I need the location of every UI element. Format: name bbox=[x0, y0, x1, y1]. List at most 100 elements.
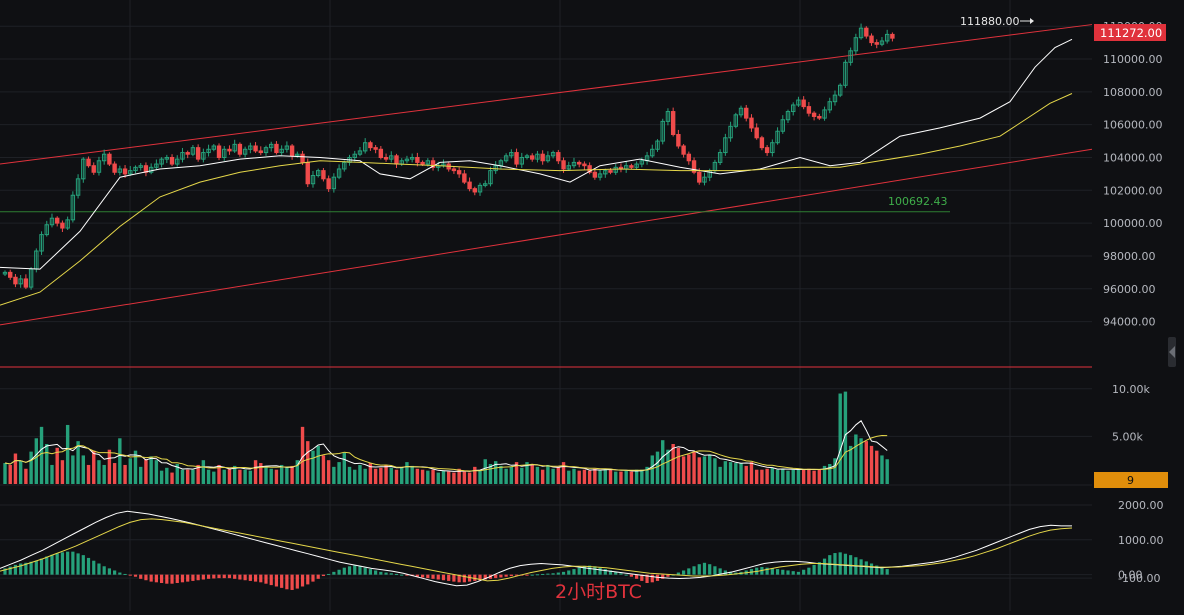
macd-bar bbox=[144, 574, 148, 581]
macd-bar bbox=[191, 574, 195, 581]
volume-bar bbox=[687, 454, 691, 484]
candle-body bbox=[70, 194, 76, 221]
candle-body bbox=[519, 156, 524, 165]
candle-body bbox=[811, 112, 817, 117]
candle-body bbox=[822, 109, 827, 119]
volume-bar bbox=[358, 464, 362, 484]
macd-bar bbox=[880, 567, 884, 575]
macd-bar bbox=[546, 573, 550, 575]
price-tick-label: 96000.00 bbox=[1103, 283, 1156, 296]
macd-bar bbox=[337, 569, 341, 575]
candle-body bbox=[117, 168, 123, 173]
price-tick-label: 110000.00 bbox=[1103, 53, 1163, 66]
candle-body bbox=[681, 145, 686, 155]
macd-bar bbox=[828, 555, 832, 575]
volume-bar bbox=[838, 393, 842, 484]
candle-body bbox=[493, 165, 498, 172]
macd-bar bbox=[327, 573, 331, 575]
volume-bar bbox=[619, 471, 623, 484]
macd-bar bbox=[196, 574, 200, 581]
candle-body bbox=[676, 134, 681, 147]
macd-bar bbox=[259, 574, 263, 583]
macd-bar bbox=[180, 574, 185, 583]
candle-body bbox=[39, 234, 44, 252]
volume-bar bbox=[186, 469, 190, 484]
candle-body bbox=[749, 117, 754, 129]
macd-bar bbox=[541, 573, 545, 575]
macd-bar bbox=[478, 574, 482, 581]
macd-bar bbox=[812, 564, 816, 575]
volume-bar bbox=[869, 445, 874, 484]
macd-bar bbox=[713, 566, 717, 575]
volume-bar bbox=[81, 455, 85, 484]
macd-bar bbox=[347, 566, 352, 575]
volume-bar bbox=[681, 456, 686, 484]
collapse-arrow-icon[interactable] bbox=[1169, 346, 1175, 358]
macd-bar bbox=[447, 574, 451, 581]
candle-body bbox=[686, 153, 692, 162]
volume-bar bbox=[447, 471, 451, 484]
volume-bar bbox=[426, 470, 430, 484]
macd-bar bbox=[875, 565, 879, 575]
macd-bar bbox=[45, 556, 49, 575]
candle-body bbox=[655, 140, 660, 150]
macd-bar bbox=[306, 574, 310, 585]
candle-body bbox=[796, 99, 801, 106]
volume-bar bbox=[848, 445, 853, 484]
volume-bar bbox=[326, 460, 331, 484]
volume-bar bbox=[290, 465, 294, 484]
volume-bar bbox=[8, 464, 12, 484]
candle-body bbox=[175, 158, 180, 165]
candle-body bbox=[514, 152, 519, 165]
volume-bar bbox=[264, 466, 268, 484]
candle-body bbox=[566, 165, 571, 170]
macd-bar bbox=[332, 571, 336, 575]
candle-body bbox=[300, 153, 305, 163]
volume-bar bbox=[514, 462, 519, 484]
volume-bar bbox=[603, 468, 607, 484]
volume-bar bbox=[504, 468, 508, 484]
macd-bar bbox=[160, 574, 164, 584]
macd-bar bbox=[97, 563, 101, 575]
volume-bar bbox=[55, 447, 59, 484]
candle-body bbox=[23, 278, 29, 288]
volume-bar bbox=[285, 466, 289, 484]
price-tick-label: 106000.00 bbox=[1103, 119, 1163, 132]
candle-body bbox=[509, 152, 514, 157]
volume-ma-line bbox=[4, 434, 888, 472]
macd-bar bbox=[280, 574, 284, 588]
volume-bar bbox=[295, 460, 300, 484]
candle-body bbox=[691, 160, 697, 173]
volume-bar bbox=[488, 464, 493, 484]
macd-bar bbox=[864, 561, 868, 575]
candle-body bbox=[764, 147, 770, 154]
macd-bar bbox=[379, 571, 383, 575]
volume-bar bbox=[478, 470, 482, 484]
macd-bar bbox=[222, 574, 226, 579]
macd-bar bbox=[295, 574, 299, 589]
volume-bar bbox=[885, 459, 889, 484]
volume-bar bbox=[655, 451, 660, 484]
volume-bar bbox=[389, 467, 393, 484]
candle-body bbox=[284, 145, 290, 150]
macd-bar bbox=[253, 574, 258, 582]
macd-bar bbox=[535, 574, 540, 576]
macd-bar bbox=[635, 574, 639, 579]
macd-bar bbox=[39, 558, 44, 575]
volume-bar bbox=[248, 470, 253, 484]
macd-bar bbox=[431, 574, 435, 579]
volume-tick-label: 5.00k bbox=[1112, 430, 1143, 443]
volume-bar bbox=[123, 464, 127, 484]
volume-bar bbox=[431, 469, 435, 484]
volume-bar bbox=[661, 440, 665, 484]
macd-bar bbox=[775, 569, 780, 575]
candle-body bbox=[310, 175, 316, 185]
volume-bar bbox=[410, 465, 414, 484]
macd-bar bbox=[791, 571, 795, 575]
volume-bar bbox=[139, 466, 143, 484]
macd-bar bbox=[227, 574, 232, 579]
macd-bar bbox=[133, 574, 138, 577]
volume-bar bbox=[807, 468, 811, 484]
price-tick-label: 94000.00 bbox=[1103, 316, 1156, 329]
